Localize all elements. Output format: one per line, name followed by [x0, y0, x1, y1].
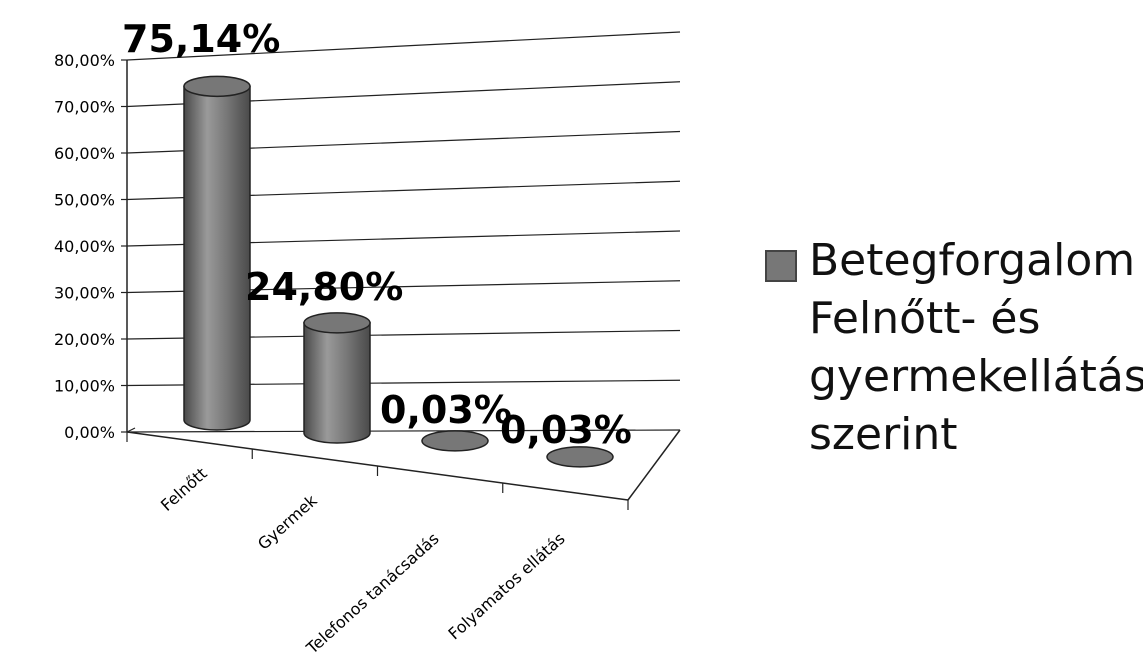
wall-corner [126, 427, 136, 433]
bar [546, 446, 614, 468]
data-label: 24,80% [245, 265, 403, 309]
bar-body [303, 322, 371, 444]
data-labels: 75,14% 24,80% 0,03%0,03% [122, 17, 632, 452]
y-tick-label: 30,00% [54, 284, 115, 303]
x-category-label: Felnőtt [157, 464, 211, 515]
bar-top [421, 430, 489, 452]
bar-top [183, 75, 251, 98]
y-tick-label: 10,00% [54, 377, 115, 396]
bar [183, 75, 251, 431]
x-category-label: Telefonos tanácsadás [302, 529, 443, 658]
data-label: 0,03% [380, 388, 512, 432]
y-tick-label: 50,00% [54, 191, 115, 210]
y-axis-ticks: 0,00% 10,00% 20,00% 30,00% 40,00% 50,00% 60,00… [54, 51, 127, 442]
data-label: 75,14% [122, 17, 280, 61]
bar [303, 312, 371, 444]
x-category-label: Folyamatos ellátás [445, 529, 569, 643]
y-tick-label: 0,00% [64, 423, 115, 442]
y-tick-label: 40,00% [54, 237, 115, 256]
y-tick-label: 80,00% [54, 51, 115, 70]
floor-edge [627, 429, 681, 501]
legend-label: Betegforgalom - Felnőtt- és gyermekellát… [809, 235, 1143, 460]
legend-swatch [765, 250, 797, 282]
bar [421, 430, 489, 452]
legend: Betegforgalom - Felnőtt- és gyermekellát… [765, 232, 1143, 464]
x-category-label: Gyermek [254, 490, 321, 553]
bar-top [546, 446, 614, 468]
data-label: 0,03% [500, 408, 632, 452]
y-tick-label: 20,00% [54, 330, 115, 349]
grid-line [126, 429, 681, 433]
y-tick-label: 70,00% [54, 98, 115, 117]
bar-body [183, 85, 251, 431]
grid-line [126, 31, 681, 61]
bars [183, 75, 614, 468]
y-tick-label: 60,00% [54, 144, 115, 163]
bar-top [303, 312, 371, 334]
